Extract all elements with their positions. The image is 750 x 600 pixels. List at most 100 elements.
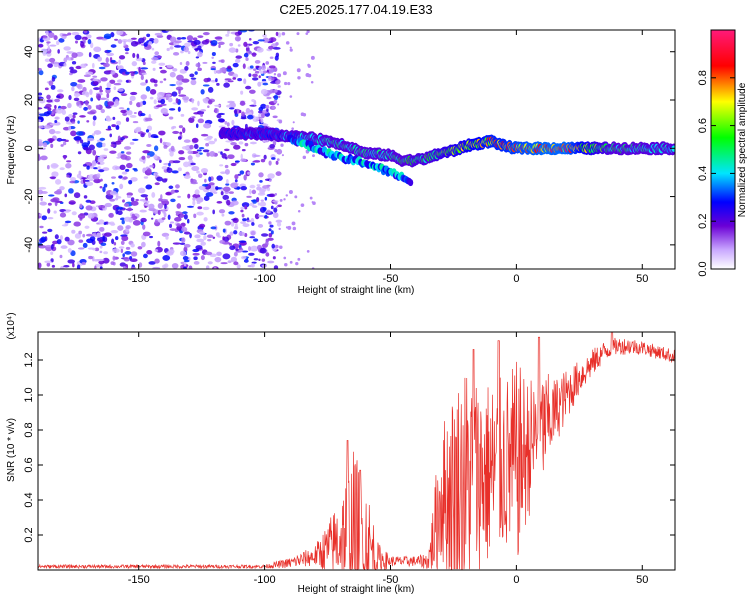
noise-speckle — [262, 185, 270, 189]
noise-speckle — [241, 111, 245, 117]
noise-speckle — [64, 220, 72, 224]
noise-speckle — [38, 125, 44, 129]
noise-speckle — [154, 32, 163, 36]
noise-speckle — [262, 70, 267, 74]
noise-speckle — [139, 198, 147, 202]
noise-speckle — [40, 236, 47, 243]
noise-speckle — [104, 202, 112, 208]
noise-speckle — [206, 152, 210, 157]
noise-speckle — [260, 88, 268, 95]
noise-speckle — [201, 40, 209, 45]
noise-speckle — [66, 51, 74, 54]
noise-speckle — [97, 166, 101, 169]
noise-speckle — [72, 112, 78, 115]
noise-speckle — [213, 191, 218, 194]
noise-speckle — [72, 262, 75, 268]
noise-speckle — [262, 34, 267, 38]
noise-speckle — [73, 97, 80, 102]
noise-speckle — [38, 98, 46, 104]
noise-speckle — [164, 203, 167, 210]
noise-speckle — [275, 160, 279, 165]
noise-speckle — [215, 78, 218, 83]
noise-speckle — [137, 187, 146, 194]
noise-speckle — [133, 111, 137, 114]
noise-speckle — [142, 100, 147, 106]
noise-speckle — [68, 188, 74, 194]
noise-speckle — [197, 206, 203, 210]
noise-speckle — [193, 213, 197, 219]
noise-speckle — [174, 40, 182, 44]
noise-speckle — [38, 113, 47, 117]
noise-speckle — [54, 130, 61, 134]
noise-speckle — [109, 79, 116, 84]
noise-speckle — [141, 241, 146, 248]
noise-speckle — [56, 95, 61, 99]
noise-speckle — [117, 210, 123, 216]
noise-speckle — [74, 34, 82, 41]
noise-speckle — [230, 256, 238, 263]
noise-speckle — [86, 238, 94, 244]
noise-speckle — [63, 210, 70, 213]
noise-speckle — [122, 253, 125, 258]
noise-speckle — [183, 261, 187, 267]
noise-speckle — [124, 251, 132, 255]
noise-speckle — [212, 61, 216, 64]
noise-speckle — [278, 227, 281, 231]
noise-speckle — [140, 82, 147, 86]
noise-speckle — [268, 193, 276, 198]
noise-speckle — [279, 245, 283, 250]
noise-speckle — [311, 201, 314, 204]
noise-speckle — [114, 38, 119, 41]
noise-speckle — [165, 142, 172, 147]
noise-speckle — [213, 69, 217, 75]
noise-speckle — [292, 121, 295, 124]
noise-speckle — [198, 185, 206, 191]
noise-speckle — [200, 255, 205, 261]
noise-speckle — [243, 78, 247, 85]
noise-speckle — [38, 92, 43, 96]
noise-speckle — [240, 153, 243, 160]
noise-speckle — [288, 189, 293, 194]
noise-speckle — [145, 86, 151, 92]
y-tick-label: 40 — [23, 46, 35, 58]
noise-speckle — [94, 247, 100, 252]
noise-speckle — [113, 82, 122, 86]
noise-speckle — [222, 194, 230, 200]
noise-speckle — [47, 208, 51, 214]
noise-speckle — [110, 70, 116, 75]
noise-speckle — [242, 218, 247, 222]
noise-speckle — [54, 116, 60, 120]
noise-speckle — [99, 245, 103, 249]
noise-speckle — [272, 67, 278, 73]
noise-speckle — [41, 215, 48, 221]
noise-speckle — [154, 182, 160, 186]
noise-speckle — [98, 66, 106, 70]
y-tick-label: 20 — [23, 94, 35, 106]
noise-speckle — [273, 73, 277, 76]
noise-speckle — [83, 30, 88, 34]
noise-speckle — [66, 174, 70, 178]
noise-speckle — [168, 185, 174, 190]
noise-speckle — [177, 106, 181, 112]
noise-speckle — [259, 179, 263, 183]
noise-speckle — [248, 112, 252, 116]
noise-speckle — [132, 138, 139, 141]
noise-speckle — [231, 218, 238, 221]
noise-speckle — [124, 47, 130, 52]
noise-speckle — [246, 220, 251, 223]
noise-speckle — [144, 203, 150, 206]
noise-speckle — [112, 248, 120, 253]
noise-speckle — [172, 160, 181, 164]
noise-speckle — [47, 107, 52, 111]
noise-speckle — [200, 133, 209, 137]
noise-speckle — [109, 150, 117, 154]
noise-speckle — [153, 79, 158, 84]
noise-speckle — [83, 212, 89, 216]
noise-speckle — [267, 173, 275, 179]
noise-speckle — [171, 170, 179, 174]
y-tick-label: 1.0 — [23, 387, 35, 402]
noise-speckle — [170, 198, 176, 203]
noise-speckle — [234, 35, 241, 42]
noise-speckle — [241, 213, 245, 218]
noise-speckle — [243, 174, 247, 181]
